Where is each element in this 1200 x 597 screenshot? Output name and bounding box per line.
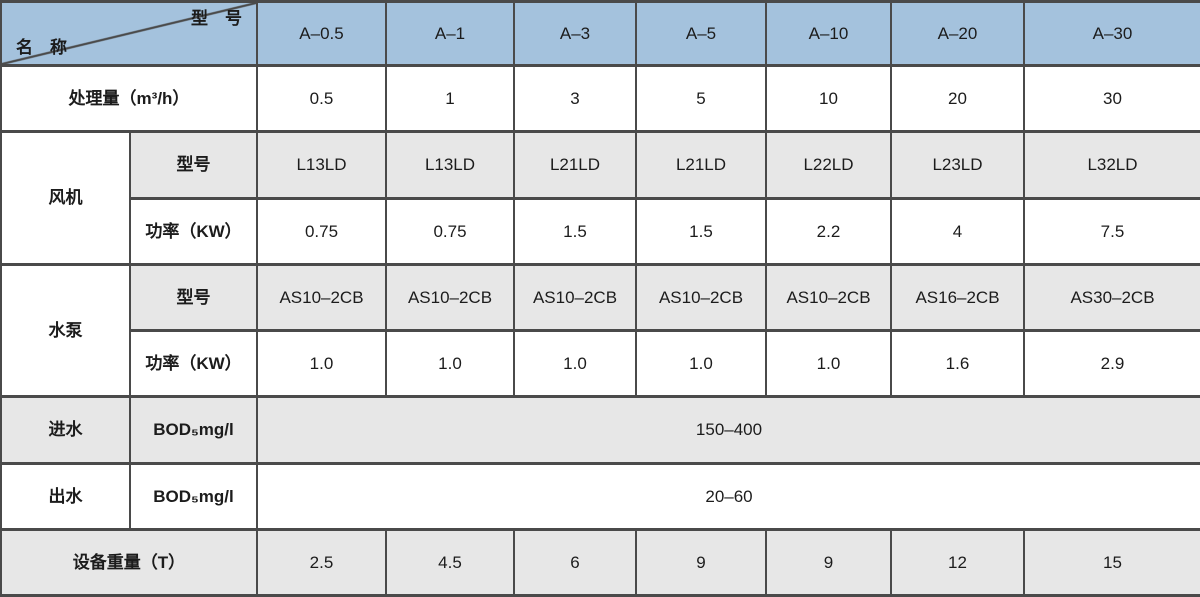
column-header-cell: A–3: [513, 0, 637, 67]
outlet-row-label-cell: 出水: [0, 461, 131, 531]
outlet-bod-label-cell: BOD₅mg/l: [129, 461, 258, 531]
fan-model-value-cell: L22LD: [765, 130, 892, 200]
pump-group-label-cell: 水泵: [0, 262, 131, 399]
pump-model-value-cell: AS10–2CB: [765, 262, 892, 333]
fan-model-value-cell: L21LD: [635, 130, 767, 200]
outlet-bod-value-cell: 20–60: [256, 461, 1200, 531]
weight-value-cell: 6: [513, 527, 637, 597]
fan-model-value-cell: L13LD: [256, 130, 387, 200]
capacity-value-cell: 3: [513, 63, 637, 134]
capacity-label-cell: 处理量（m³/h）: [0, 63, 258, 134]
pump-power-value-cell: 1.0: [385, 328, 515, 399]
pump-power-value-cell: 1.0: [513, 328, 637, 399]
column-header-cell: A–30: [1023, 0, 1200, 67]
weight-value-cell: 9: [765, 527, 892, 597]
weight-value-cell: 2.5: [256, 527, 387, 597]
pump-model-value-cell: AS10–2CB: [385, 262, 515, 333]
fan-power-value-cell: 4: [890, 196, 1025, 266]
capacity-value-cell: 20: [890, 63, 1025, 134]
diagonal-divider: [3, 4, 255, 63]
fan-power-value-cell: 2.2: [765, 196, 892, 266]
fan-model-row: 风机 型号 L13LD L13LD L21LD L21LD L22LD L23L…: [0, 130, 1200, 266]
fan-power-value-cell: 7.5: [1023, 196, 1200, 266]
weight-value-cell: 4.5: [385, 527, 515, 597]
capacity-value-cell: 1: [385, 63, 515, 134]
fan-model-value-cell: L21LD: [513, 130, 637, 200]
pump-model-value-cell: AS10–2CB: [256, 262, 387, 333]
fan-power-value-cell: 1.5: [635, 196, 767, 266]
column-header-cell: A–5: [635, 0, 767, 67]
column-header-cell: A–0.5: [256, 0, 387, 67]
fan-power-value-cell: 0.75: [385, 196, 515, 266]
weight-value-cell: 15: [1023, 527, 1200, 597]
pump-model-row: 水泵 型号 AS10–2CB AS10–2CB AS10–2CB AS10–2C…: [0, 262, 1200, 399]
fan-group-label-cell: 风机: [0, 130, 131, 266]
fan-model-value-cell: L23LD: [890, 130, 1025, 200]
fan-power-label-cell: 功率（KW）: [129, 196, 258, 266]
pump-power-value-cell: 1.0: [765, 328, 892, 399]
corner-label-name: 名 称: [16, 37, 67, 57]
corner-label-model: 型 号: [191, 9, 242, 28]
pump-power-row: 功率（KW） 1.0 1.0 1.0 1.0 1.0 1.6 2.9: [1, 328, 1200, 399]
inlet-bod-row: 进水 BOD₅mg/l 150–400: [0, 395, 1200, 465]
fan-power-value-cell: 1.5: [513, 196, 637, 266]
pump-power-value-cell: 2.9: [1023, 328, 1200, 399]
pump-model-value-cell: AS16–2CB: [890, 262, 1025, 333]
corner-header-cell: 型 号 名 称: [0, 0, 258, 67]
fan-model-value-cell: L32LD: [1023, 130, 1200, 200]
fan-power-value-cell: 0.75: [256, 196, 387, 266]
inlet-bod-value-cell: 150–400: [256, 395, 1200, 465]
pump-model-value-cell: AS30–2CB: [1023, 262, 1200, 333]
column-header-cell: A–20: [890, 0, 1025, 67]
pump-power-value-cell: 1.0: [635, 328, 767, 399]
column-header-cell: A–1: [385, 0, 515, 67]
capacity-value-cell: 5: [635, 63, 767, 134]
pump-model-value-cell: AS10–2CB: [635, 262, 767, 333]
weight-value-cell: 12: [890, 527, 1025, 597]
fan-model-value-cell: L13LD: [385, 130, 515, 200]
pump-power-label-cell: 功率（KW）: [129, 328, 258, 399]
pump-model-label-cell: 型号: [129, 262, 258, 333]
pump-power-value-cell: 1.6: [890, 328, 1025, 399]
inlet-row-label-cell: 进水: [0, 395, 131, 465]
pump-power-value-cell: 1.0: [256, 328, 387, 399]
inlet-bod-label-cell: BOD₅mg/l: [129, 395, 258, 465]
capacity-value-cell: 30: [1023, 63, 1200, 134]
capacity-value-cell: 0.5: [256, 63, 387, 134]
fan-model-label-cell: 型号: [129, 130, 258, 200]
capacity-value-cell: 10: [765, 63, 892, 134]
weight-value-cell: 9: [635, 527, 767, 597]
outlet-bod-row: 出水 BOD₅mg/l 20–60: [0, 461, 1200, 531]
column-header-cell: A–10: [765, 0, 892, 67]
fan-power-row: 功率（KW） 0.75 0.75 1.5 1.5 2.2 4 7.5: [1, 196, 1200, 266]
weight-row: 设备重量（T） 2.5 4.5 6 9 9 12 15: [0, 527, 1200, 597]
capacity-row: 处理量（m³/h） 0.5 1 3 5 10 20 30: [0, 63, 1200, 134]
weight-label-cell: 设备重量（T）: [0, 527, 258, 597]
table-header-row: 型 号 名 称 A–0.5 A–1 A–3 A–5 A–10 A–20 A–30: [0, 0, 1200, 67]
pump-model-value-cell: AS10–2CB: [513, 262, 637, 333]
